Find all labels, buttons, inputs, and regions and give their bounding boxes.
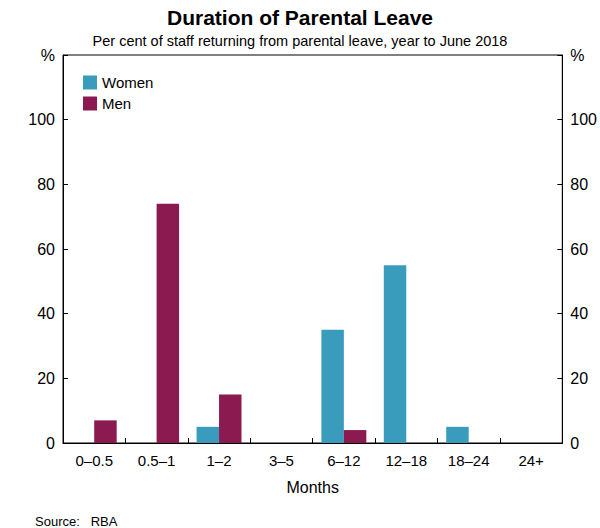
svg-text:0.5–1: 0.5–1 [138,452,176,469]
svg-text:60: 60 [570,241,588,258]
svg-text:Duration of Parental Leave: Duration of Parental Leave [167,6,433,29]
svg-text:Men: Men [102,95,131,112]
svg-text:%: % [41,47,55,64]
svg-text:Months: Months [286,479,338,496]
svg-text:Source: RBA: Source: RBA [35,514,118,528]
svg-text:Per cent of staff returning fr: Per cent of staff returning from parenta… [93,33,508,49]
svg-text:20: 20 [37,370,55,387]
svg-text:18–24: 18–24 [448,452,490,469]
svg-text:0: 0 [570,435,579,452]
svg-text:24+: 24+ [518,452,544,469]
svg-text:80: 80 [570,176,588,193]
svg-text:0–0.5: 0–0.5 [75,452,113,469]
svg-text:1–2: 1–2 [207,452,232,469]
svg-text:20: 20 [570,370,588,387]
svg-text:Women: Women [102,74,153,91]
svg-text:40: 40 [570,305,588,322]
svg-text:%: % [570,47,584,64]
svg-text:6–12: 6–12 [327,452,360,469]
svg-text:80: 80 [37,176,55,193]
svg-text:100: 100 [28,111,55,128]
svg-text:100: 100 [570,111,597,128]
svg-text:3–5: 3–5 [269,452,294,469]
svg-text:0: 0 [46,435,55,452]
svg-text:40: 40 [37,305,55,322]
svg-text:12–18: 12–18 [385,452,427,469]
svg-text:60: 60 [37,241,55,258]
